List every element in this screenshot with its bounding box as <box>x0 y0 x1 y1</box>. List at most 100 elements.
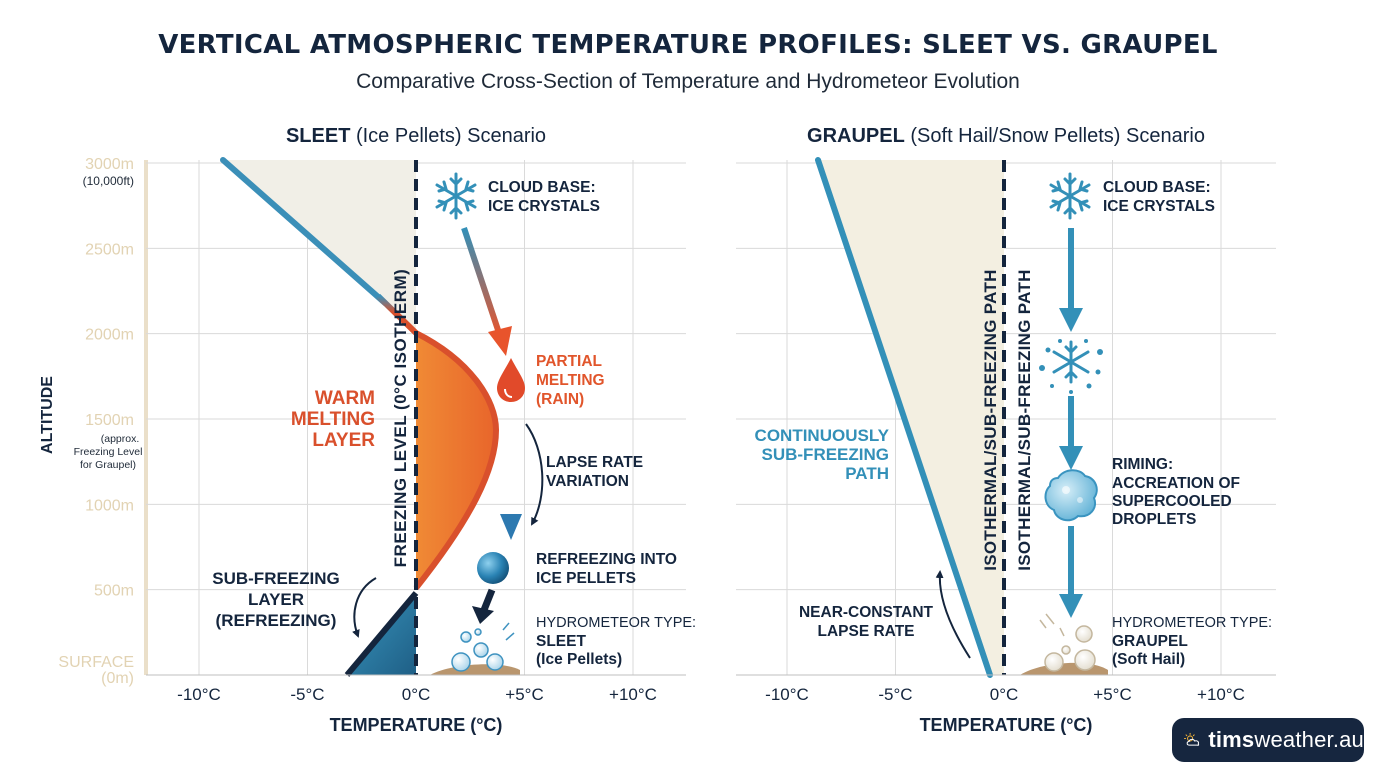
brand-name-bold: tims <box>1208 727 1255 752</box>
sleet-cloud-base-line-2: ICE CRYSTALS <box>488 198 600 215</box>
warm-layer-line-1: WARM <box>315 388 375 409</box>
falling-path-arrowhead-3 <box>472 606 494 624</box>
refreezing-line-1: REFREEZING INTO <box>536 551 677 568</box>
continuous-line-3: PATH <box>845 464 889 483</box>
sub-freezing-line-2: LAYER <box>248 590 304 609</box>
graupel-pellets-icon <box>1039 613 1096 672</box>
raindrop-shine <box>504 388 513 398</box>
partial-melting-line-1: PARTIAL <box>536 353 602 370</box>
sleet-x-tick-label: +10°C <box>609 685 657 704</box>
sleet-profile-lower <box>344 591 419 677</box>
y-tick-label: 2500m <box>85 241 134 258</box>
sleet-x-tick-label: -10°C <box>177 685 221 704</box>
graupel-x-tick-label: 0°C <box>990 685 1019 704</box>
freezing-level-label: FREEZING LEVEL (0°C ISOTHERM) <box>391 269 410 568</box>
falling-path-arrow-3 <box>480 588 496 612</box>
sleet-title-rest: (Ice Pellets) Scenario <box>350 125 547 147</box>
sleet-x-tick-label: -5°C <box>290 685 324 704</box>
graupel-fall-arrowhead-2 <box>1059 446 1083 470</box>
sleet-cold-shade <box>223 160 416 333</box>
graupel-x-tick-label: -10°C <box>765 685 809 704</box>
sun-cloud-icon <box>1184 732 1200 746</box>
graupel-cloud-base-line-1: CLOUD BASE: <box>1103 179 1211 196</box>
rimed-snowflake-icon <box>1039 339 1103 394</box>
warm-melting-layer-area <box>416 333 496 588</box>
falling-path-arrow-1 <box>461 227 503 337</box>
ice-pellet-icon <box>477 552 509 584</box>
falling-path-arrowhead-2 <box>500 514 522 540</box>
sleet-hydrometeor-line-1: SLEET <box>536 633 586 650</box>
sleet-pellets-icon <box>451 622 515 672</box>
continuous-line-2: SUB-FREEZING <box>762 445 890 464</box>
lapse-rate-line-2: VARIATION <box>546 473 629 490</box>
riming-line-3: SUPERCOOLED <box>1112 493 1232 510</box>
graupel-profile-line <box>815 157 993 678</box>
graupel-title-rest: (Soft Hail/Snow Pellets) Scenario <box>904 125 1205 147</box>
partial-melting-line-3: (RAIN) <box>536 391 584 408</box>
y-axis-title: ALTITUDE <box>39 376 56 454</box>
brand-text: timsweather.au <box>1208 727 1364 753</box>
raindrop-icon <box>497 358 525 402</box>
sleet-x-tick-label: 0°C <box>402 685 431 704</box>
sleet-profile-warm <box>413 330 500 590</box>
sleet-hydrometeor-type-label: HYDROMETEOR TYPE: <box>536 615 696 631</box>
graupel-hydrometeor-line-2: (Soft Hail) <box>1112 651 1185 668</box>
brand-name-rest: weather.au <box>1254 727 1364 752</box>
sleet-panel: FREEZING LEVEL (0°C ISOTHERM) WARM MELTI… <box>146 157 696 735</box>
lapse-rate-line-1: LAPSE RATE <box>546 454 643 471</box>
y-tick-sublabel: (0m) <box>101 670 134 687</box>
isothermal-label-1: ISOTHERMAL/SUB-FREEZING PATH <box>981 269 1000 570</box>
riming-line-1: RIMING: <box>1112 456 1173 473</box>
warm-layer-line-2: MELTING <box>291 409 375 430</box>
y-note-line-3: for Graupel) <box>80 459 136 471</box>
sleet-hydrometeor-line-2: (Ice Pellets) <box>536 651 622 668</box>
sleet-x-axis-title: TEMPERATURE (°C) <box>330 715 503 735</box>
near-constant-line-2: LAPSE RATE <box>817 623 914 640</box>
graupel-hydrometeor-type-label: HYDROMETEOR TYPE: <box>1112 615 1272 631</box>
graupel-x-axis-title: TEMPERATURE (°C) <box>920 715 1093 735</box>
sub-freezing-curved-arrow <box>352 577 377 638</box>
graupel-snowflake-icon <box>1049 172 1091 220</box>
warm-layer-line-3: LAYER <box>312 430 375 451</box>
graupel-x-ticks: -10°C -5°C 0°C +5°C +10°C <box>765 685 1245 704</box>
riming-line-2: ACCREATION OF <box>1112 475 1240 492</box>
partial-melting-line-2: MELTING <box>536 372 605 389</box>
sub-freezing-line-1: SUB-FREEZING <box>212 569 340 588</box>
graupel-fall-arrowhead-1 <box>1059 308 1083 332</box>
y-tick-label: 1500m <box>85 412 134 429</box>
graupel-sub-freezing-shade <box>818 160 1004 675</box>
graupel-x-tick-label: +5°C <box>1093 685 1131 704</box>
graupel-ground-mound <box>1020 662 1108 675</box>
y-tick-label: SURFACE <box>58 654 134 671</box>
sleet-x-tick-label: +5°C <box>505 685 543 704</box>
graupel-cloud-base-line-2: ICE CRYSTALS <box>1103 198 1215 215</box>
rime-particle-icon <box>1044 469 1098 522</box>
snowflake-icon <box>435 172 477 220</box>
continuous-line-1: CONTINUOUSLY <box>755 426 890 445</box>
y-tick-sublabel: (10,000ft) <box>83 174 134 188</box>
y-tick-label: 1000m <box>85 497 134 514</box>
y-note-line-1: (approx. <box>101 433 140 445</box>
isothermal-label-2: ISOTHERMAL/SUB-FREEZING PATH <box>1015 269 1034 570</box>
brand-logo[interactable]: timsweather.au <box>1172 718 1364 762</box>
page-title: VERTICAL ATMOSPHERIC TEMPERATURE PROFILE… <box>158 30 1218 60</box>
graupel-x-tick-label: -5°C <box>878 685 912 704</box>
sleet-title-bold: SLEET <box>285 125 351 147</box>
sleet-profile-upper <box>220 157 388 306</box>
y-tick-label: 2000m <box>85 327 134 344</box>
sleet-x-ticks: -10°C -5°C 0°C +5°C +10°C <box>177 685 657 704</box>
graupel-title-bold: GRAUPEL <box>807 125 905 147</box>
graupel-hydrometeor-line-1: GRAUPEL <box>1112 633 1188 650</box>
y-tick-label: 500m <box>94 583 134 600</box>
graupel-x-tick-label: +10°C <box>1197 685 1245 704</box>
refreezing-line-2: ICE PELLETS <box>536 570 636 587</box>
y-axis: 3000m(10,000ft) 2500m 2000m 1500m 1000m 500m S… <box>58 156 148 687</box>
riming-line-4: DROPLETS <box>1112 511 1196 528</box>
sleet-ground-mound <box>430 664 520 675</box>
near-constant-line-1: NEAR-CONSTANT <box>799 604 934 621</box>
near-constant-curved-arrow <box>935 570 971 659</box>
y-tick-label: 3000m <box>85 156 134 173</box>
y-note-line-2: Freezing Level <box>74 446 143 458</box>
sleet-panel-title: SLEET (Ice Pellets) Scenario <box>146 125 686 148</box>
